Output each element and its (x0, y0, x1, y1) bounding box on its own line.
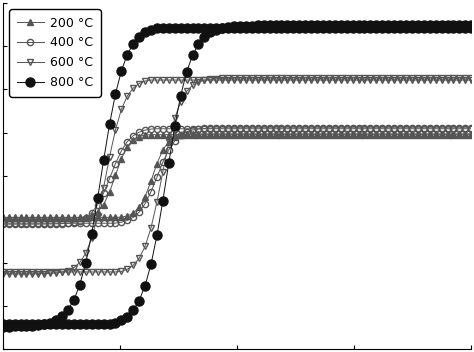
Legend: 200 °C, 400 °C, 600 °C, 800 °C: 200 °C, 400 °C, 600 °C, 800 °C (9, 9, 101, 97)
